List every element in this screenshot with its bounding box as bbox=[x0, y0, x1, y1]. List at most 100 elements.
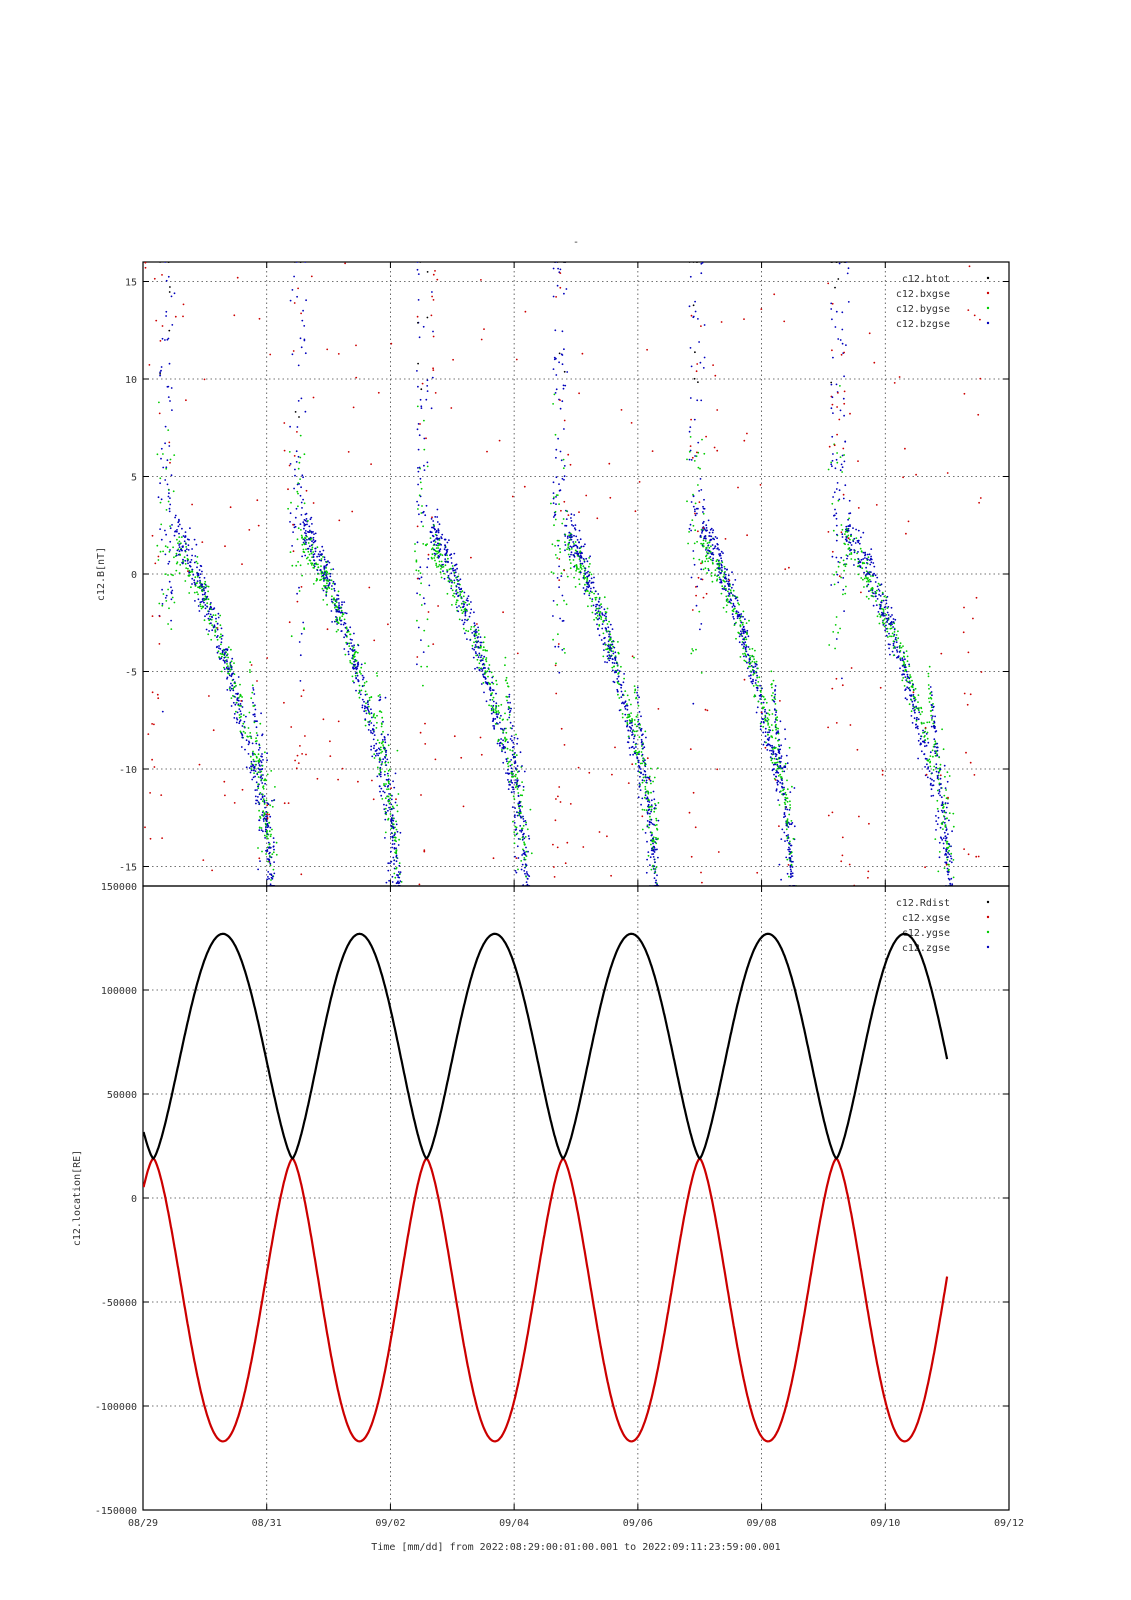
bzgse-point bbox=[435, 534, 438, 537]
bygse-point bbox=[384, 797, 387, 800]
bzgse-point bbox=[196, 566, 198, 569]
bxgse-point bbox=[357, 780, 359, 783]
bzgse-point bbox=[517, 794, 520, 797]
bygse-point bbox=[203, 582, 206, 585]
bygse-point bbox=[775, 728, 777, 731]
bzgse-point bbox=[354, 658, 356, 661]
bygse-point bbox=[193, 591, 196, 594]
btot-point bbox=[426, 271, 429, 273]
bzgse-point bbox=[170, 619, 173, 622]
bzgse-point bbox=[170, 592, 173, 595]
bygse-point bbox=[711, 562, 714, 564]
bygse-point bbox=[297, 561, 299, 563]
bygse-point bbox=[437, 565, 440, 568]
bygse-point bbox=[792, 838, 795, 840]
bzgse-point bbox=[505, 772, 507, 774]
bygse-point bbox=[616, 665, 619, 667]
btot-point bbox=[692, 262, 695, 263]
bzgse-point bbox=[394, 772, 397, 775]
bzgse-point bbox=[645, 736, 647, 739]
bzgse-point bbox=[653, 823, 655, 826]
bzgse-point bbox=[768, 736, 771, 739]
bzgse-point bbox=[618, 709, 621, 712]
bxgse-point bbox=[377, 391, 380, 394]
bygse-point bbox=[553, 496, 555, 499]
bzgse-point bbox=[689, 449, 692, 452]
bygse-point bbox=[612, 650, 614, 653]
bygse-point bbox=[205, 598, 208, 601]
bygse-point bbox=[702, 545, 705, 548]
bygse-point bbox=[552, 403, 554, 405]
bygse-point bbox=[579, 563, 582, 566]
bzgse-point bbox=[471, 632, 474, 634]
bzgse-point bbox=[167, 337, 170, 340]
bzgse-point bbox=[371, 755, 374, 758]
bzgse-point bbox=[390, 860, 393, 863]
bzgse-point bbox=[895, 636, 897, 639]
bygse-point bbox=[196, 562, 199, 565]
bzgse-point bbox=[446, 571, 449, 573]
bzgse-point bbox=[438, 550, 441, 553]
bygse-point bbox=[258, 826, 261, 829]
bzgse-point bbox=[563, 465, 566, 467]
bzgse-point bbox=[273, 799, 276, 801]
bzgse-point bbox=[266, 822, 269, 825]
bzgse-point bbox=[313, 553, 316, 555]
bygse-point bbox=[167, 623, 170, 625]
bygse-point bbox=[299, 564, 302, 567]
bygse-point bbox=[501, 742, 503, 745]
bygse-point bbox=[220, 670, 223, 673]
bygse-point bbox=[762, 725, 765, 728]
bygse-point bbox=[360, 666, 363, 669]
bxgse-point bbox=[301, 753, 303, 755]
bzgse-point bbox=[484, 667, 486, 669]
bzgse-point bbox=[373, 744, 376, 747]
bzgse-point bbox=[569, 545, 572, 548]
bzgse-point bbox=[302, 309, 304, 312]
bzgse-point bbox=[228, 674, 231, 677]
bzgse-point bbox=[259, 760, 262, 762]
y-tick-label: -15 bbox=[119, 863, 137, 874]
bygse-point bbox=[516, 788, 519, 790]
bygse-point bbox=[433, 557, 436, 559]
bygse-point bbox=[692, 493, 694, 496]
bygse-point bbox=[379, 746, 382, 749]
bygse-point bbox=[459, 594, 461, 597]
bygse-point bbox=[864, 575, 867, 578]
bygse-point bbox=[244, 732, 247, 734]
bzgse-point bbox=[457, 595, 459, 598]
bygse-point bbox=[599, 615, 602, 617]
bzgse-point bbox=[789, 791, 792, 793]
bygse-point bbox=[175, 552, 178, 555]
bygse-point bbox=[173, 601, 176, 604]
bzgse-point bbox=[514, 761, 517, 764]
bxgse-point bbox=[515, 358, 518, 361]
bzgse-point bbox=[310, 516, 313, 519]
bzgse-point bbox=[566, 537, 569, 539]
bzgse-point bbox=[584, 573, 587, 575]
bzgse-point bbox=[304, 410, 307, 413]
bzgse-point bbox=[488, 670, 491, 673]
bygse-point bbox=[848, 553, 851, 556]
bzgse-point bbox=[727, 595, 730, 597]
bygse-point bbox=[556, 539, 559, 542]
bzgse-point bbox=[479, 641, 482, 644]
bzgse-point bbox=[161, 603, 164, 605]
bzgse-point bbox=[240, 746, 243, 748]
bygse-point bbox=[698, 610, 701, 613]
bzgse-point bbox=[301, 474, 304, 477]
bygse-point bbox=[440, 564, 442, 567]
bzgse-point bbox=[177, 525, 180, 528]
bzgse-point bbox=[913, 697, 915, 700]
bxgse-point bbox=[341, 767, 344, 770]
bzgse-point bbox=[300, 632, 303, 635]
bzgse-point bbox=[344, 633, 347, 636]
bzgse-point bbox=[730, 599, 733, 602]
bzgse-point bbox=[515, 783, 518, 786]
bygse-point bbox=[875, 600, 877, 602]
bzgse-point bbox=[870, 548, 873, 550]
bygse-point bbox=[253, 721, 256, 724]
bygse-point bbox=[381, 798, 384, 800]
bzgse-point bbox=[638, 696, 640, 699]
bzgse-point bbox=[896, 651, 899, 653]
